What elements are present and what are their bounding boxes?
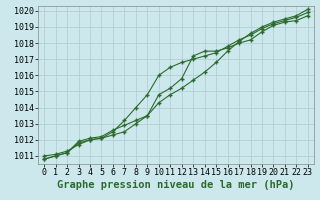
X-axis label: Graphe pression niveau de la mer (hPa): Graphe pression niveau de la mer (hPa) xyxy=(57,180,295,190)
